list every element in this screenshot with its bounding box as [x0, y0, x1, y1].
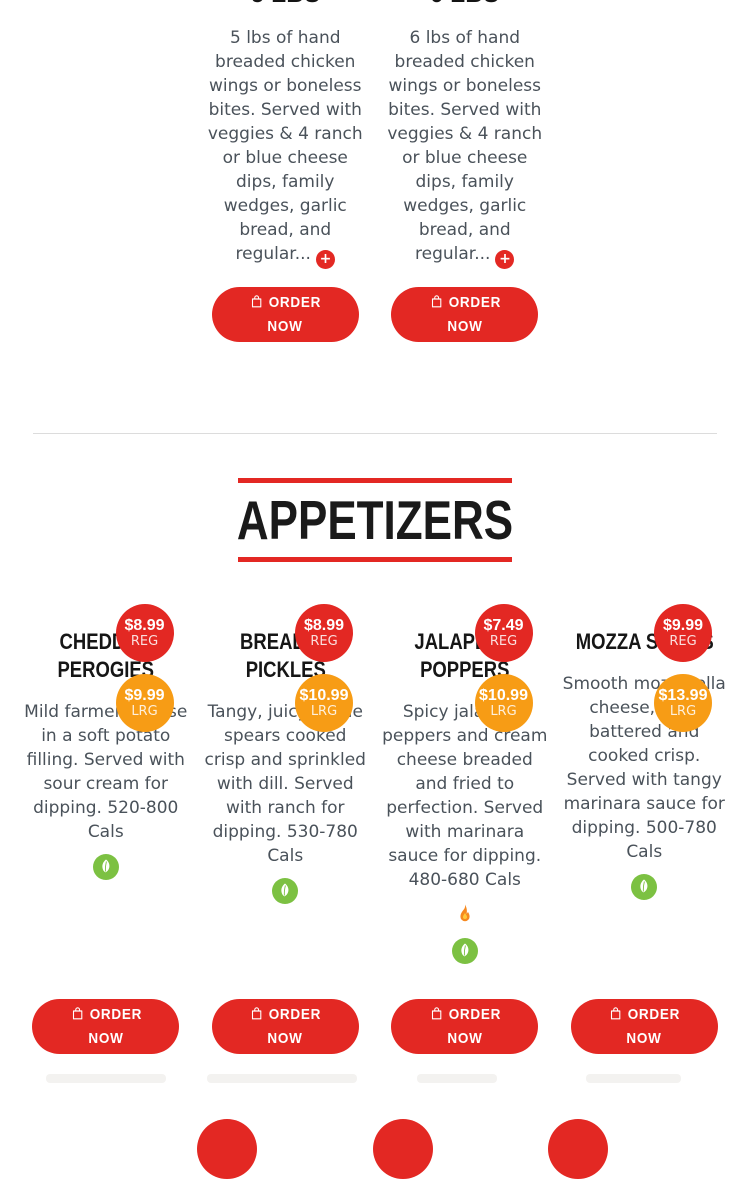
price-size-label: LRG [669, 704, 697, 719]
price-badge-reg: $8.99 REG [115, 604, 174, 662]
order-now-label: ORDER NOW [447, 294, 501, 335]
vegetarian-leaf-icon [631, 874, 658, 904]
spicy-flame-icon [454, 902, 476, 932]
order-now-label: ORDER NOW [267, 294, 322, 335]
price-size-label: LRG [131, 704, 158, 719]
price-badge-reg: $8.99 REG [295, 604, 353, 662]
appetizer-description: Mild farmer cheese in a soft potato fill… [24, 702, 188, 842]
wings-item-title: 5 LBS [250, 0, 320, 10]
wings-section: 5 LBS 5 lbs of hand breaded chicken wing… [0, 0, 750, 433]
appetizers-grid: $8.99 REG $9.99 LRG CHEDDAR PEROGIES Mil… [0, 602, 750, 1054]
wings-item-description: 5 lbs of hand breaded chicken wings or b… [201, 26, 369, 269]
order-now-button[interactable]: ORDER NOW [211, 287, 359, 342]
shopping-bag-icon [429, 1005, 444, 1028]
dietary-icons [631, 874, 658, 904]
shopping-bag-icon [429, 293, 444, 316]
vegetarian-leaf-icon [92, 854, 119, 884]
wings-item-title: 6 LBS [430, 0, 500, 10]
partial-price-badge [197, 1119, 257, 1179]
wings-item-5lbs: 5 LBS 5 lbs of hand breaded chicken wing… [198, 0, 374, 342]
appetizers-section-title: APPETIZERS [236, 489, 514, 551]
price-badge-lrg: $10.99 LRG [295, 674, 353, 732]
dietary-icons [272, 878, 299, 908]
price-amount: $10.99 [299, 687, 349, 704]
order-now-button[interactable]: ORDER NOW [211, 999, 359, 1054]
price-size-label: REG [489, 634, 518, 649]
price-size-label: REG [130, 634, 159, 649]
price-size-label: REG [310, 634, 338, 649]
partial-price-badge [373, 1119, 433, 1179]
wings-item-6lbs: 6 LBS 6 lbs of hand breaded chicken wing… [377, 0, 553, 342]
section-divider [33, 433, 717, 434]
appetizer-card-breaded-pickles: $8.99 REG $10.99 LRG BREADED PICKLES Tan… [198, 602, 374, 1054]
price-amount: $13.99 [658, 687, 708, 704]
next-row-placeholder [46, 1074, 166, 1083]
appetizer-description: Smooth mozzarella cheese, beer battered … [562, 674, 726, 862]
price-size-label: LRG [490, 704, 517, 719]
price-amount: $7.49 [483, 617, 524, 634]
header-rule-bottom [238, 557, 512, 562]
appetizer-card-mozza-sticks: $9.99 REG $13.99 LRG MOZZA STICKS Smooth… [557, 602, 733, 1054]
order-now-label: ORDER NOW [267, 1006, 322, 1047]
wings-item-description-text: 5 lbs of hand breaded chicken wings or b… [207, 28, 363, 264]
shopping-bag-icon [249, 293, 264, 316]
price-amount: $8.99 [303, 617, 345, 634]
price-size-label: REG [669, 634, 697, 649]
header-rule-top [238, 478, 512, 483]
appetizer-description: Spicy jalapeno peppers and cream cheese … [382, 702, 548, 890]
order-now-label: ORDER NOW [447, 1006, 501, 1047]
order-now-label: ORDER NOW [626, 1006, 681, 1047]
shopping-bag-icon [70, 1005, 85, 1028]
wings-item-description-text: 6 lbs of hand breaded chicken wings or b… [387, 28, 543, 264]
price-amount: $10.99 [479, 687, 528, 704]
appetizer-description: Tangy, juicy pickle spears cooked crisp … [204, 702, 366, 866]
price-amount: $9.99 [662, 617, 704, 634]
price-badge-lrg: $9.99 LRG [115, 674, 174, 732]
next-row-placeholder [207, 1074, 357, 1083]
appetizer-card-jalapeno-poppers: $7.49 REG $10.99 LRG JALAPENO POPPERS Sp… [377, 602, 553, 1054]
partial-price-badge [548, 1119, 608, 1179]
price-badge-lrg: $10.99 LRG [474, 674, 533, 732]
expand-description-plus-icon[interactable]: + [495, 250, 515, 269]
order-now-button[interactable]: ORDER NOW [32, 999, 180, 1054]
appetizers-header: APPETIZERS [0, 478, 750, 562]
appetizer-card-cheddar-perogies: $8.99 REG $9.99 LRG CHEDDAR PEROGIES Mil… [18, 602, 194, 1054]
wings-item-description: 6 lbs of hand breaded chicken wings or b… [381, 26, 549, 269]
shopping-bag-icon [249, 1005, 264, 1028]
shopping-bag-icon [608, 1005, 623, 1028]
next-row-placeholder [586, 1074, 681, 1083]
order-now-label: ORDER NOW [88, 1006, 142, 1047]
vegetarian-leaf-icon [451, 938, 478, 968]
vegetarian-leaf-icon [272, 878, 299, 908]
dietary-icons [451, 902, 478, 968]
order-now-button[interactable]: ORDER NOW [391, 999, 539, 1054]
expand-description-plus-icon[interactable]: + [315, 250, 335, 269]
order-now-button[interactable]: ORDER NOW [391, 287, 539, 342]
price-size-label: LRG [310, 704, 338, 719]
order-now-button[interactable]: ORDER NOW [570, 999, 718, 1054]
price-badge-lrg: $13.99 LRG [654, 674, 712, 732]
dietary-icons [92, 854, 119, 884]
price-amount: $8.99 [124, 617, 165, 634]
next-row-placeholder [417, 1074, 497, 1083]
price-badge-reg: $7.49 REG [474, 604, 533, 662]
price-badge-reg: $9.99 REG [654, 604, 712, 662]
price-amount: $9.99 [124, 687, 165, 704]
